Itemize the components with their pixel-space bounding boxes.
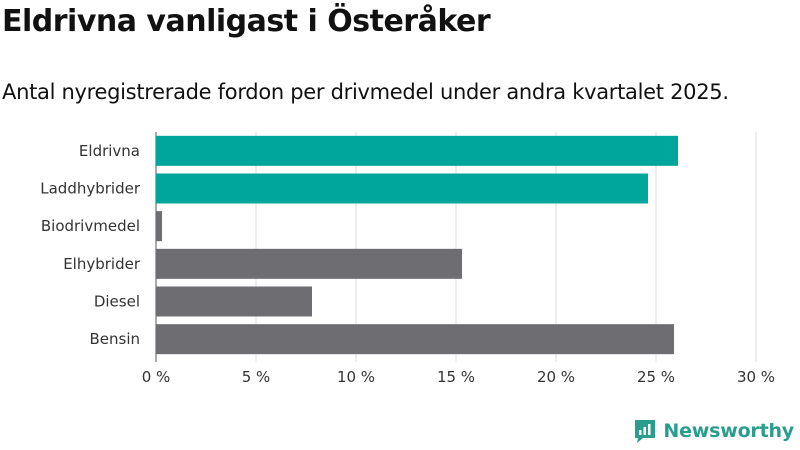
bar: [156, 135, 678, 166]
bar: [156, 286, 312, 317]
category-label: Elhybrider: [63, 255, 141, 273]
category-label: Biodrivmedel: [41, 217, 140, 235]
chart-subtitle: Antal nyregistrerade fordon per drivmede…: [2, 80, 729, 104]
x-tick-label: 15 %: [437, 368, 475, 386]
category-label: Bensin: [89, 330, 140, 348]
grid-lines: [155, 132, 757, 362]
bar: [156, 211, 162, 242]
bar: [156, 324, 674, 355]
chart-title: Eldrivna vanligast i Österåker: [2, 4, 491, 39]
category-label: Laddhybrider: [40, 180, 141, 198]
x-tick-label: 20 %: [537, 368, 575, 386]
x-tick-label: 0 %: [142, 368, 171, 386]
x-axis-ticks: 0 % 5 % 10 % 15 % 20 % 25 % 30 %: [142, 368, 775, 386]
bars: [156, 135, 678, 355]
bar: [156, 248, 462, 279]
newsworthy-logo-icon: [635, 420, 656, 443]
x-tick-label: 30 %: [737, 368, 775, 386]
x-tick-label: 25 %: [637, 368, 675, 386]
category-label: Eldrivna: [79, 142, 140, 160]
x-tick-label: 10 %: [337, 368, 375, 386]
category-labels: Eldrivna Laddhybrider Biodrivmedel Elhybrid…: [40, 142, 141, 348]
brand-logo: Newsworthy: [633, 418, 794, 444]
category-label: Diesel: [94, 293, 140, 311]
brand-name: Newsworthy: [663, 420, 794, 442]
x-tick-label: 5 %: [242, 368, 271, 386]
bar: [156, 173, 648, 204]
